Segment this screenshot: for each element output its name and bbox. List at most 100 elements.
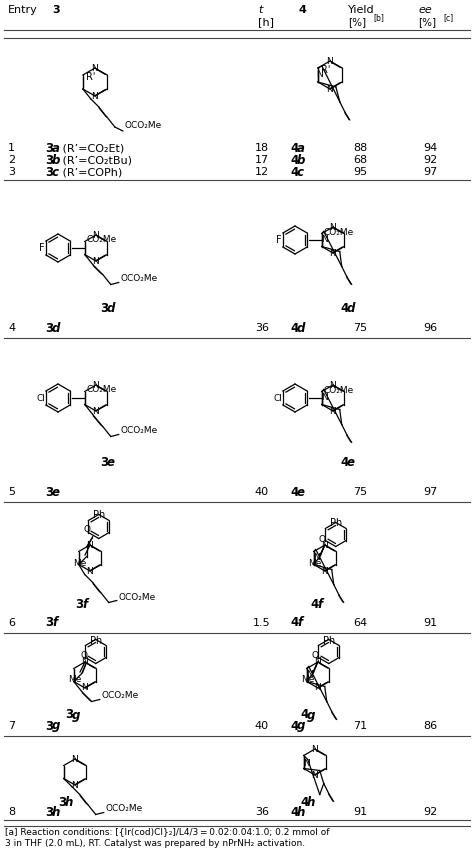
Text: Cl: Cl (36, 394, 46, 403)
Text: N: N (92, 381, 100, 389)
Text: [%]: [%] (418, 17, 436, 27)
Text: 71: 71 (353, 721, 367, 731)
Text: (R’=COPh): (R’=COPh) (59, 167, 122, 177)
Text: N: N (91, 64, 99, 72)
Text: f: f (52, 616, 57, 630)
Text: Ph: Ph (329, 518, 342, 529)
Text: 40: 40 (255, 487, 269, 497)
Text: N: N (329, 248, 337, 258)
Text: 7: 7 (8, 721, 15, 731)
Text: 92: 92 (423, 155, 437, 165)
Text: [h]: [h] (258, 17, 274, 27)
Text: f: f (82, 598, 87, 611)
Text: a: a (297, 141, 305, 155)
Text: 4: 4 (310, 598, 318, 611)
Text: e: e (107, 456, 115, 468)
Text: 4: 4 (300, 709, 308, 722)
Text: 94: 94 (423, 143, 437, 153)
Text: g: g (72, 709, 81, 722)
Text: g: g (307, 709, 315, 722)
Text: N: N (311, 745, 319, 753)
Text: (R’=CO₂tBu): (R’=CO₂tBu) (59, 155, 132, 165)
Text: CO₂Me: CO₂Me (324, 228, 354, 237)
Text: 36: 36 (255, 323, 269, 333)
Text: N: N (329, 223, 337, 231)
Text: b: b (52, 154, 60, 167)
Text: 3: 3 (45, 141, 53, 155)
Text: N: N (329, 406, 337, 416)
Text: OCO₂Me: OCO₂Me (119, 593, 156, 602)
Text: d: d (52, 321, 60, 335)
Text: 18: 18 (255, 143, 269, 153)
Text: 3: 3 (45, 321, 53, 335)
Text: f: f (317, 598, 322, 611)
Text: h: h (65, 796, 73, 809)
Text: N: N (303, 759, 310, 768)
Text: R': R' (321, 65, 330, 75)
Text: 8: 8 (8, 807, 15, 817)
Text: c: c (297, 166, 304, 178)
Text: CO₂Me: CO₂Me (87, 235, 117, 244)
Text: 3: 3 (45, 616, 53, 630)
Text: 40: 40 (255, 721, 269, 731)
Text: 88: 88 (353, 143, 367, 153)
Text: d: d (107, 302, 115, 314)
Text: N: N (92, 406, 100, 416)
Text: 3: 3 (75, 598, 83, 611)
Text: OCO₂Me: OCO₂Me (102, 691, 139, 700)
Text: OCO₂Me: OCO₂Me (106, 804, 143, 813)
Text: N: N (315, 683, 321, 693)
Text: Entry: Entry (8, 5, 38, 15)
Text: d: d (297, 321, 305, 335)
Text: 4: 4 (299, 5, 307, 15)
Text: [b]: [b] (373, 14, 384, 22)
Text: N: N (313, 553, 320, 562)
Text: e: e (52, 485, 60, 498)
Text: 97: 97 (423, 487, 437, 497)
Text: 92: 92 (423, 807, 437, 817)
Text: 3: 3 (52, 5, 60, 15)
Text: 4: 4 (290, 806, 298, 819)
Text: N: N (317, 70, 323, 78)
Text: O: O (83, 525, 90, 535)
Text: 4: 4 (290, 166, 298, 178)
Text: 3: 3 (45, 806, 53, 819)
Text: (R’=CO₂Et): (R’=CO₂Et) (59, 143, 124, 153)
Text: Me: Me (68, 676, 82, 684)
Text: 3: 3 (45, 719, 53, 733)
Text: O: O (318, 535, 325, 543)
Text: 36: 36 (255, 807, 269, 817)
Text: N: N (322, 566, 328, 575)
Text: N: N (327, 56, 333, 65)
Text: O: O (311, 651, 318, 660)
Text: 96: 96 (423, 323, 437, 333)
Text: O: O (80, 651, 87, 660)
Text: 4: 4 (290, 321, 298, 335)
Text: 4: 4 (290, 154, 298, 167)
Text: N: N (87, 541, 93, 549)
Text: 3 in THF (2.0 mL), RT. Catalyst was prepared by nPrNH₂ activation.: 3 in THF (2.0 mL), RT. Catalyst was prep… (5, 840, 305, 848)
Text: a: a (52, 141, 60, 155)
Text: N: N (329, 381, 337, 389)
Text: N: N (82, 683, 88, 693)
Text: Yield: Yield (348, 5, 374, 15)
Text: 86: 86 (423, 721, 437, 731)
Text: Cl: Cl (273, 394, 283, 403)
Text: 4: 4 (340, 456, 348, 468)
Text: b: b (297, 154, 305, 167)
Text: e: e (297, 485, 305, 498)
Text: 3: 3 (100, 456, 108, 468)
Text: Me: Me (73, 558, 87, 568)
Text: e: e (347, 456, 355, 468)
Text: 4: 4 (290, 485, 298, 498)
Text: 6: 6 (8, 618, 15, 628)
Text: 91: 91 (423, 618, 437, 628)
Text: 4: 4 (290, 616, 298, 630)
Text: g: g (297, 719, 305, 733)
Text: OCO₂Me: OCO₂Me (121, 274, 158, 283)
Text: Ph: Ph (92, 509, 105, 519)
Text: CO₂Me: CO₂Me (324, 386, 354, 395)
Text: 2: 2 (8, 155, 15, 165)
Text: N: N (92, 230, 100, 240)
Text: [c]: [c] (443, 14, 453, 22)
